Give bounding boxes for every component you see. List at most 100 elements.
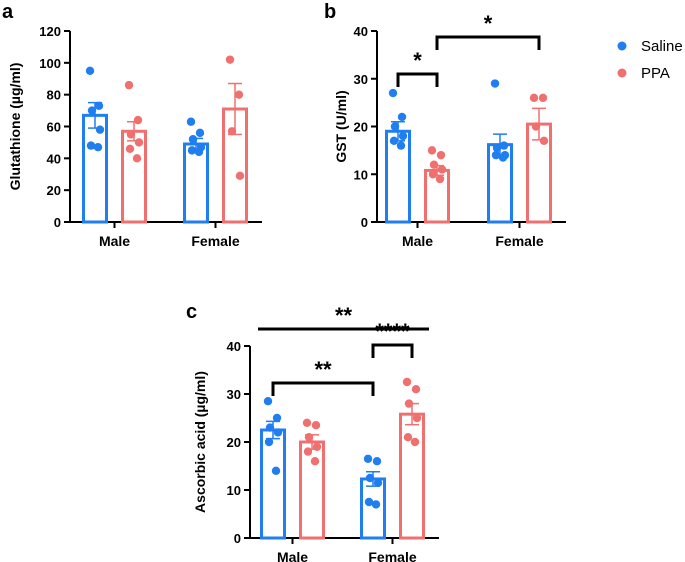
data-point (388, 88, 398, 98)
chart-panel-a: 0 20 40 60 80 100 120 Glutathione (µg/ml) Male Fe… (7, 24, 262, 249)
panel-letter-c: c (186, 301, 197, 323)
data-point (410, 437, 420, 447)
y-tick-label: 30 (227, 387, 241, 402)
data-point (436, 150, 446, 160)
legend-label-ppa: PPA (641, 65, 670, 82)
data-point (402, 377, 412, 387)
data-point (437, 165, 447, 174)
bar (260, 428, 286, 540)
data-point (531, 122, 541, 131)
data-point (225, 55, 235, 64)
y-tick-label: 30 (354, 72, 368, 87)
bar (183, 142, 209, 224)
legend-marker-saline (617, 41, 627, 51)
data-point (94, 101, 104, 111)
data-point (529, 93, 539, 103)
y-tick-label: 10 (354, 167, 368, 182)
significance-bracket (435, 35, 541, 50)
y-tick-label: 120 (39, 24, 61, 39)
data-point (304, 433, 314, 442)
data-point (271, 466, 281, 475)
data-point (186, 117, 196, 126)
chart-panel-c: 0 10 20 30 40 Ascorbic acid (µg/ml) Male Female… (192, 303, 439, 562)
significance-label: * (413, 48, 422, 73)
y-axis-label: GST (U/ml) (333, 90, 349, 162)
y-tick-label: 10 (227, 483, 241, 498)
panel-letter-a: a (2, 1, 14, 23)
data-point (85, 66, 95, 75)
x-tick-label: Female (191, 233, 239, 249)
data-point (364, 497, 374, 507)
bar (399, 412, 425, 540)
legend-marker-ppa (617, 68, 627, 78)
x-tick-label: Male (277, 549, 308, 562)
data-point (491, 150, 501, 160)
data-point (403, 433, 413, 442)
data-point (411, 385, 421, 394)
x-tick-label: Female (495, 233, 543, 249)
data-point (396, 141, 406, 150)
data-point (404, 399, 414, 408)
data-point (363, 454, 373, 463)
data-point (302, 418, 312, 427)
data-point (195, 128, 205, 138)
data-point (372, 457, 382, 466)
y-tick-label: 0 (361, 215, 368, 230)
data-point (397, 112, 407, 122)
data-point (365, 473, 375, 483)
y-tick-label: 100 (39, 56, 61, 71)
data-point (273, 428, 283, 437)
data-point (124, 80, 134, 90)
y-tick-label: 40 (227, 339, 241, 354)
data-point (435, 174, 445, 184)
significance-bracket (271, 381, 375, 396)
y-tick-label: 0 (54, 215, 61, 230)
data-point (194, 147, 204, 157)
significance-label: ** (335, 303, 353, 328)
bar (299, 440, 325, 540)
data-point (263, 397, 273, 406)
data-point (87, 106, 97, 115)
data-point (303, 447, 313, 456)
data-point (390, 122, 400, 131)
y-tick-label: 20 (47, 183, 61, 198)
x-tick-label: Male (402, 233, 433, 249)
data-point (373, 478, 383, 487)
data-point (412, 413, 422, 423)
data-point (134, 138, 144, 147)
data-point (310, 457, 320, 466)
data-point (187, 146, 197, 155)
x-tick-label: Male (99, 233, 130, 249)
legend: Saline PPA (617, 38, 683, 82)
bar (360, 477, 386, 540)
y-tick-label: 40 (354, 24, 368, 39)
data-point (499, 141, 509, 150)
y-tick-label: 40 (47, 151, 61, 166)
y-tick-label: 20 (227, 435, 241, 450)
significance-bracket (396, 72, 439, 87)
data-point (264, 437, 274, 447)
significance-label: * (484, 11, 493, 36)
data-point (272, 413, 282, 423)
data-point (539, 136, 549, 146)
data-point (538, 93, 548, 103)
x-tick-label: Female (368, 549, 416, 562)
data-point (235, 171, 245, 181)
data-point (398, 131, 408, 141)
data-point (126, 130, 136, 139)
data-point (427, 146, 437, 155)
data-point (227, 127, 237, 136)
data-point (490, 79, 500, 88)
data-point (311, 421, 321, 430)
y-axis-label: Glutathione (µg/ml) (7, 63, 23, 191)
data-point (498, 153, 508, 162)
data-point (132, 154, 142, 163)
significance-label: ** (314, 357, 332, 382)
data-point (95, 125, 105, 134)
data-point (389, 136, 399, 146)
panel-letter-b: b (324, 1, 336, 23)
y-axis-label: Ascorbic acid (µg/ml) (192, 371, 208, 513)
data-point (428, 170, 438, 179)
data-point (371, 500, 381, 509)
